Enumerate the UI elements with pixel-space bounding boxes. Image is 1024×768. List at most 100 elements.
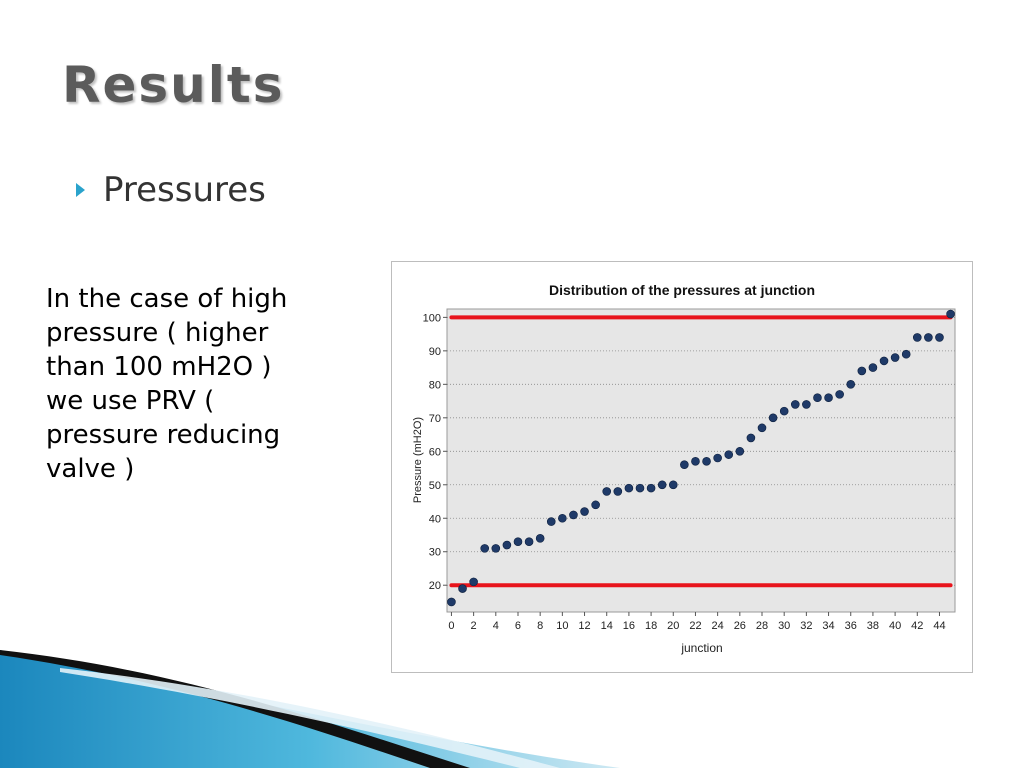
explanation-text: In the case of high pressure ( higher th…	[46, 282, 336, 486]
x-tick-label: 2	[471, 620, 477, 632]
data-point	[602, 487, 612, 496]
x-tick-label: 10	[556, 620, 568, 632]
data-point	[702, 457, 711, 466]
data-point	[635, 483, 645, 493]
data-point	[613, 487, 623, 496]
data-point	[901, 349, 911, 359]
x-tick-label: 4	[493, 620, 499, 632]
y-tick-label: 50	[429, 480, 441, 492]
y-tick-label: 40	[429, 513, 441, 525]
data-point	[524, 537, 534, 546]
x-tick-label: 42	[911, 620, 923, 632]
x-tick-label: 26	[734, 620, 746, 632]
light-swoosh-shape	[60, 668, 560, 768]
chart-svg: 0 2 4 6 8 10 12 14 16 18 20 22 24 26 28 30 32 34 36 38 40 42 4…	[412, 282, 956, 655]
x-tick-label: 0	[448, 620, 454, 632]
x-tick-label: 32	[800, 620, 812, 632]
data-point	[469, 577, 478, 587]
x-tick-label: 6	[515, 620, 521, 632]
data-point	[535, 534, 545, 543]
data-point	[646, 483, 656, 493]
bullet-item: Pressures	[76, 170, 266, 210]
data-point	[480, 544, 490, 553]
data-point	[835, 390, 844, 399]
x-tick-label: 36	[845, 620, 857, 632]
data-point	[724, 450, 734, 459]
x-tick-label: 12	[578, 620, 590, 632]
y-tick-label: 60	[429, 446, 441, 458]
data-point	[757, 423, 767, 433]
x-tick-label: 14	[601, 620, 613, 632]
data-point	[680, 460, 689, 469]
data-point	[624, 483, 634, 493]
x-tick-label: 28	[756, 620, 768, 632]
x-tick-label: 40	[889, 620, 901, 632]
data-point	[513, 537, 523, 546]
x-tick-label: 24	[712, 620, 724, 632]
note-line: In the case of high	[46, 284, 288, 314]
plot-area	[446, 308, 956, 613]
chart-title: Distribution of the pressures at junctio…	[549, 282, 815, 298]
data-points	[447, 309, 955, 607]
note-line: than 100 mH2O )	[46, 352, 272, 382]
note-line: we use PRV (	[46, 386, 215, 416]
x-tick-label: 30	[778, 620, 790, 632]
x-tick-label: 18	[645, 620, 657, 632]
data-point	[879, 356, 889, 366]
x-tick-label: 20	[667, 620, 679, 632]
slide-title: Results	[62, 56, 285, 114]
x-ticks: 0 2 4 6 8 10 12 14 16 18 20 22 24 26 28 30 32 34 36 38 40 42 4…	[448, 612, 946, 632]
data-point	[713, 453, 722, 463]
x-axis-label: junction	[680, 641, 722, 655]
data-point	[768, 413, 778, 423]
x-tick-label: 16	[623, 620, 635, 632]
x-tick-label: 34	[822, 620, 834, 632]
x-tick-label: 44	[933, 620, 945, 632]
y-ticks: 20 30 40 50 60 70 80 90 100	[423, 312, 447, 592]
data-point	[546, 517, 556, 526]
data-point	[657, 480, 667, 490]
data-point	[502, 540, 512, 550]
data-point	[491, 544, 501, 553]
data-point	[580, 507, 589, 516]
data-point	[802, 400, 811, 409]
x-tick-label: 22	[689, 620, 701, 632]
y-tick-label: 80	[429, 379, 441, 391]
data-point	[691, 457, 700, 466]
data-point	[558, 513, 567, 523]
note-line: pressure reducing	[46, 420, 281, 450]
data-point	[591, 500, 600, 510]
x-tick-label: 8	[537, 620, 543, 632]
data-point	[813, 393, 822, 403]
note-line: pressure ( higher	[46, 318, 269, 348]
y-tick-label: 20	[429, 580, 441, 592]
data-point	[846, 380, 856, 389]
y-tick-label: 100	[423, 312, 441, 324]
data-point	[569, 510, 578, 520]
x-tick-label: 38	[867, 620, 879, 632]
bullet-arrow-icon	[76, 183, 85, 197]
data-point	[735, 446, 745, 456]
data-point	[890, 353, 900, 362]
threshold-lines	[449, 315, 953, 588]
data-point	[746, 433, 756, 443]
bullet-text: Pressures	[103, 170, 266, 210]
data-point	[868, 363, 878, 372]
data-point	[447, 597, 456, 607]
data-point	[779, 406, 789, 416]
y-tick-label: 90	[429, 346, 441, 358]
data-point	[912, 333, 922, 342]
y-axis-label: Pressure (mH2O)	[412, 417, 424, 503]
data-point	[790, 400, 800, 409]
data-point	[668, 480, 678, 490]
note-line: valve )	[46, 454, 135, 484]
y-tick-label: 30	[429, 547, 441, 559]
data-point	[946, 309, 955, 319]
pressure-chart: 0 2 4 6 8 10 12 14 16 18 20 22 24 26 28 30 32 34 36 38 40 42 4…	[391, 261, 973, 673]
data-point	[824, 393, 833, 403]
data-point	[857, 366, 867, 376]
y-tick-label: 70	[429, 413, 441, 425]
data-point	[458, 584, 467, 593]
data-point	[935, 333, 944, 342]
data-point	[924, 333, 933, 342]
